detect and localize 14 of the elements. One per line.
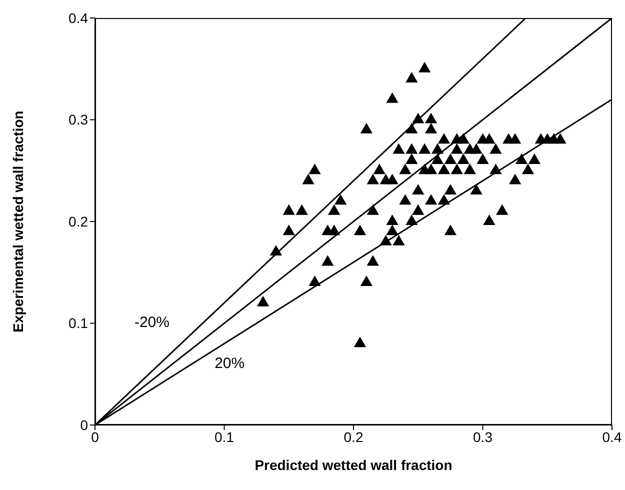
annotation: 20%: [214, 354, 245, 373]
y-tick-label: 0.3: [68, 112, 88, 128]
x-tick-label: 0.2: [344, 428, 364, 445]
y-tick-label: 0: [80, 416, 88, 433]
x-tick-label: 0.4: [602, 428, 622, 445]
x-tick-label: 0: [91, 428, 100, 445]
x-tick-label: 0.3: [473, 428, 493, 445]
y-tick-label: 0.2: [68, 213, 88, 230]
annotation: -20%: [134, 314, 170, 332]
y-tick-label: 0.1: [68, 315, 88, 332]
x-tick-label: 0.1: [214, 428, 234, 445]
x-axis-title: Predicted wetted wall fraction: [254, 457, 452, 473]
y-axis-title: Experimental wetted wall fraction: [10, 110, 26, 332]
y-tick-label: 0.4: [68, 10, 88, 26]
